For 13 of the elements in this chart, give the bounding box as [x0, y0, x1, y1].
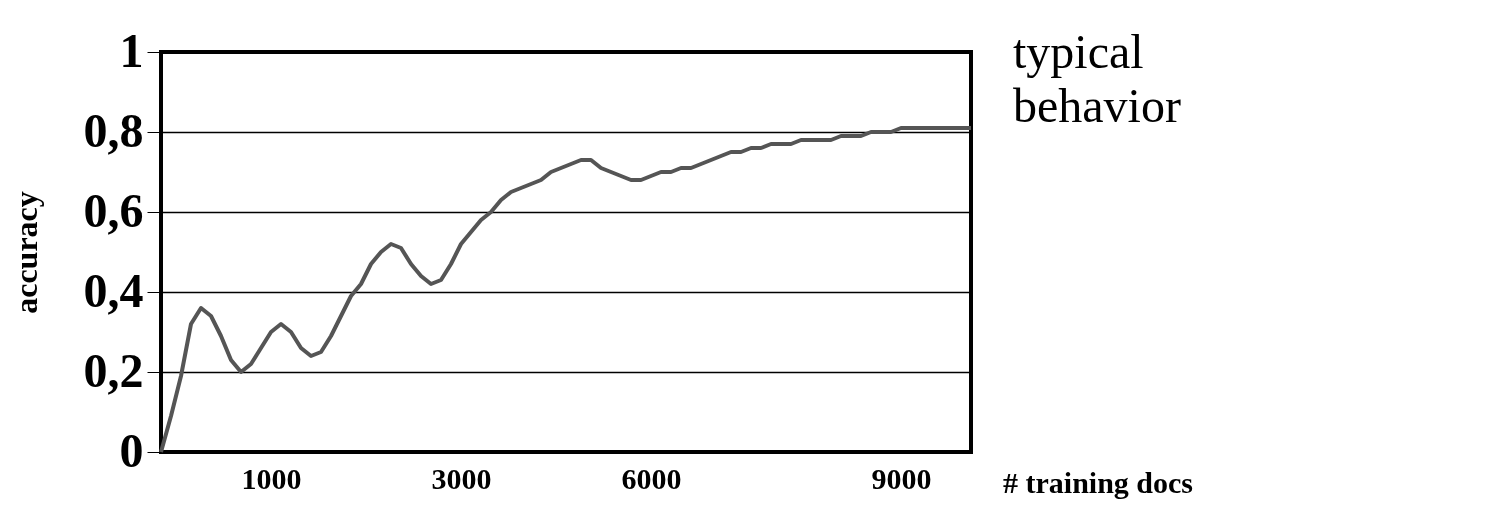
y-tick-label: 1	[119, 23, 144, 77]
y-tick-label: 0,6	[83, 183, 144, 237]
text: typical behavior	[1013, 25, 1181, 132]
y-tick-label: 0	[119, 423, 144, 477]
x-tick-label: 6000	[621, 461, 682, 495]
x-tick-label: 9000	[871, 461, 932, 495]
y-tick-label: 0,8	[83, 103, 144, 157]
y-tick-label: 0,4	[83, 263, 144, 317]
x-axis-title: # training docs	[1003, 466, 1194, 499]
x-tick-label: 3000	[431, 461, 492, 495]
y-axis-title: accuracy	[7, 191, 44, 314]
y-tick-label: 0,2	[83, 343, 144, 397]
x-tick-label: 1000	[241, 461, 302, 495]
